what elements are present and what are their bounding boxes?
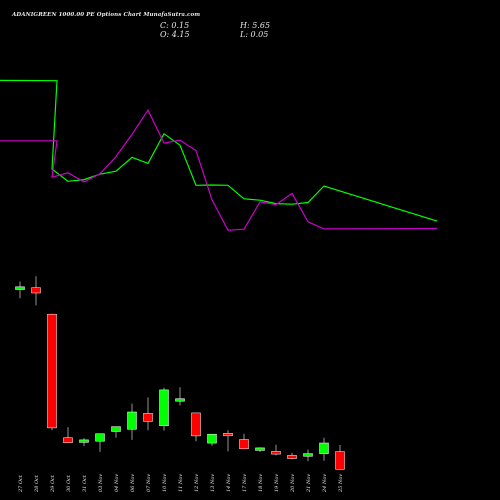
candle <box>255 447 265 452</box>
candle-body <box>15 286 25 290</box>
candle-body <box>111 426 121 432</box>
candle-body <box>223 433 233 437</box>
x-tick-label: 29 Oct <box>50 474 56 493</box>
candle <box>191 412 201 442</box>
low-readout: L: 0.05 <box>240 30 269 39</box>
close-readout: C: 0.15 <box>160 21 190 30</box>
x-tick-label: 20 Nov <box>290 474 296 493</box>
x-tick-label: 19 Nov <box>274 474 280 492</box>
high-readout: H: 5.65 <box>240 21 271 30</box>
candle <box>335 445 345 470</box>
candle-body <box>143 413 153 422</box>
candle-body <box>31 287 41 294</box>
x-tick-label: 18 Nov <box>258 474 264 492</box>
candle-body <box>207 433 217 444</box>
candle <box>15 281 25 299</box>
chart-title: ADANIGREEN 1000.00 PE Options Chart Muna… <box>12 12 201 18</box>
x-tick-label: 06 Nov <box>130 474 136 492</box>
candle <box>63 427 73 443</box>
x-tick-label: 12 Nov <box>194 474 200 492</box>
candle <box>159 387 169 431</box>
x-tick-label: 30 Oct <box>66 474 72 492</box>
candle <box>239 433 249 450</box>
candle-body <box>79 439 89 443</box>
x-tick-label: 03 Nov <box>98 474 104 492</box>
candle-body <box>255 447 265 451</box>
candle-body <box>159 389 169 426</box>
candle <box>319 437 329 461</box>
candle-body <box>175 398 185 402</box>
x-tick-label: 14 Nov <box>226 474 232 492</box>
indicator-line-2 <box>0 108 438 231</box>
indicator-line-1 <box>0 79 438 222</box>
candle <box>127 403 137 440</box>
candle <box>223 430 233 452</box>
candle <box>31 276 41 306</box>
x-tick-label: 04 Nov <box>114 474 120 492</box>
x-tick-label: 24 Nov <box>322 474 328 493</box>
candle-body <box>335 451 345 470</box>
candlesticks <box>15 276 345 470</box>
candle-body <box>271 451 281 455</box>
x-tick-label: 21 Nov <box>306 474 312 493</box>
candle <box>47 313 57 431</box>
x-tick-label: 25 Nov <box>338 474 344 493</box>
x-tick-label: 17 Nov <box>242 474 248 492</box>
x-axis-ticks: 27 Oct 28 Oct 29 Oct 30 Oct 31 Oct 03 Nov 04 N… <box>18 474 344 493</box>
candle <box>111 426 121 438</box>
candle-body <box>191 412 201 437</box>
candle-body <box>303 453 313 457</box>
x-tick-label: 28 Oct <box>34 474 40 493</box>
candle <box>303 449 313 462</box>
candle-body <box>127 411 137 430</box>
open-readout: O: 4.15 <box>160 30 190 39</box>
candle-body <box>287 455 297 459</box>
candle <box>95 433 105 452</box>
indicator-lines <box>0 79 438 231</box>
x-tick-label: 27 Oct <box>18 474 24 493</box>
x-tick-label: 13 Nov <box>210 474 216 492</box>
candle <box>207 433 217 446</box>
candle-body <box>95 433 105 442</box>
x-tick-label: 11 Nov <box>178 474 184 492</box>
candle <box>143 397 153 431</box>
candle-body <box>63 437 73 443</box>
x-tick-label: 31 Oct <box>82 474 88 492</box>
x-tick-label: 07 Nov <box>146 474 152 492</box>
x-tick-label: 10 Nov <box>162 474 168 492</box>
candle-body <box>319 442 329 454</box>
candle <box>287 452 297 460</box>
candle <box>271 444 281 456</box>
candle <box>79 438 89 447</box>
candle-body <box>239 439 249 450</box>
candle <box>175 387 185 406</box>
candle-body <box>47 313 57 429</box>
